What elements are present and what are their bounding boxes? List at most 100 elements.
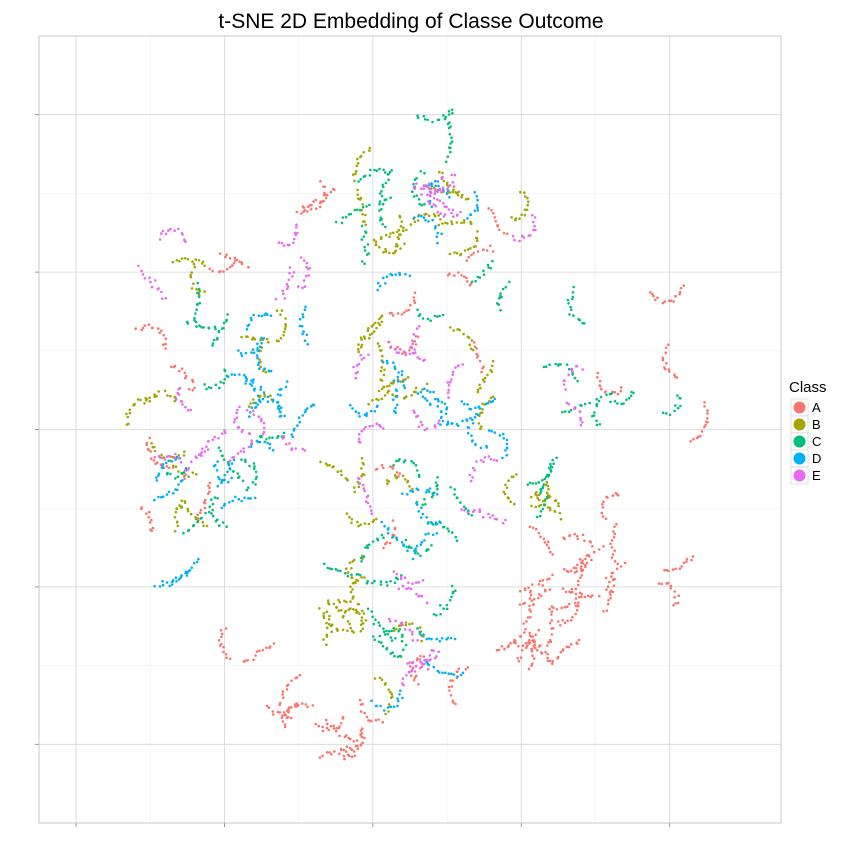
point-class-a [692, 437, 695, 441]
point-class-e [420, 594, 424, 598]
point-class-e [241, 429, 244, 432]
point-class-d [422, 216, 426, 219]
point-class-a [401, 352, 404, 355]
point-class-d [385, 275, 389, 279]
point-class-e [153, 455, 156, 459]
point-class-c [223, 369, 227, 373]
point-class-c [169, 472, 172, 476]
point-class-d [256, 394, 260, 398]
point-class-d [354, 410, 358, 413]
point-class-b [398, 214, 402, 218]
point-class-e [179, 399, 183, 403]
point-class-b [325, 635, 329, 638]
point-class-c [252, 462, 256, 465]
point-class-d [420, 506, 423, 510]
point-class-e [423, 428, 427, 432]
point-class-c [252, 467, 256, 471]
point-class-e [401, 677, 405, 680]
point-class-c [255, 475, 258, 479]
point-class-e [357, 440, 361, 443]
point-class-e [437, 650, 441, 654]
point-class-e [492, 458, 496, 462]
point-class-b [284, 317, 287, 320]
point-class-a [306, 705, 309, 709]
point-class-b [330, 630, 334, 634]
point-class-c [388, 171, 392, 174]
legend-item-d: D [790, 449, 821, 468]
point-class-d [266, 395, 270, 399]
point-class-c [559, 363, 562, 366]
point-class-a [518, 589, 522, 593]
point-class-c [583, 402, 587, 406]
point-class-c [380, 194, 384, 198]
point-class-a [520, 649, 524, 652]
point-class-a [512, 641, 516, 644]
point-class-c [378, 200, 382, 203]
point-class-a [156, 327, 160, 330]
point-class-b [128, 408, 132, 412]
point-class-c [248, 464, 251, 468]
point-class-d [381, 360, 384, 363]
point-class-b [189, 512, 193, 516]
point-class-b [411, 487, 414, 491]
point-class-d [413, 216, 416, 219]
point-class-a [324, 718, 328, 722]
point-class-c [193, 316, 196, 320]
point-class-b [160, 453, 163, 457]
point-class-e [501, 521, 505, 525]
point-class-b [356, 579, 360, 583]
point-class-d [450, 672, 453, 676]
point-class-d [240, 499, 243, 503]
point-class-a [579, 561, 583, 564]
point-class-d [285, 380, 289, 383]
point-class-d [417, 214, 420, 218]
point-class-a [527, 667, 531, 671]
point-class-a [578, 557, 582, 561]
point-class-a [602, 610, 605, 613]
point-class-b [183, 257, 187, 260]
point-class-a [169, 365, 173, 369]
point-class-c [236, 472, 239, 475]
point-class-e [292, 241, 295, 245]
point-class-e [352, 365, 355, 369]
point-class-c [422, 114, 426, 118]
point-class-c [372, 635, 375, 638]
point-class-c [449, 146, 452, 150]
point-class-c [454, 589, 457, 593]
point-class-a [494, 220, 498, 223]
point-class-c [389, 580, 392, 583]
point-class-a [672, 300, 675, 303]
point-class-a [330, 753, 333, 756]
point-class-d [279, 410, 282, 414]
point-class-e [302, 279, 306, 282]
point-class-e [436, 211, 440, 214]
point-class-a [325, 722, 329, 726]
point-class-e [428, 654, 432, 657]
point-class-a [555, 608, 559, 611]
point-class-c [339, 569, 342, 573]
point-class-e [531, 213, 534, 217]
point-class-e [426, 185, 429, 189]
point-class-a [460, 274, 463, 277]
point-class-d [444, 671, 447, 675]
point-class-b [397, 228, 401, 232]
point-class-b [359, 154, 363, 158]
point-class-d [223, 502, 226, 506]
point-class-a [664, 351, 668, 355]
point-class-e [180, 232, 184, 235]
point-class-d [238, 373, 241, 376]
point-class-b [456, 193, 460, 197]
point-class-c [451, 590, 455, 594]
point-class-d [385, 359, 389, 363]
point-class-b [375, 517, 378, 521]
point-class-d [434, 225, 437, 228]
point-class-a [391, 314, 395, 317]
point-class-b [349, 626, 353, 630]
point-class-d [260, 314, 264, 318]
point-class-b [502, 490, 506, 494]
point-class-c [366, 243, 370, 246]
point-class-e [245, 408, 249, 412]
point-class-e [305, 265, 308, 269]
point-class-e [532, 228, 535, 232]
point-class-b [476, 230, 479, 233]
